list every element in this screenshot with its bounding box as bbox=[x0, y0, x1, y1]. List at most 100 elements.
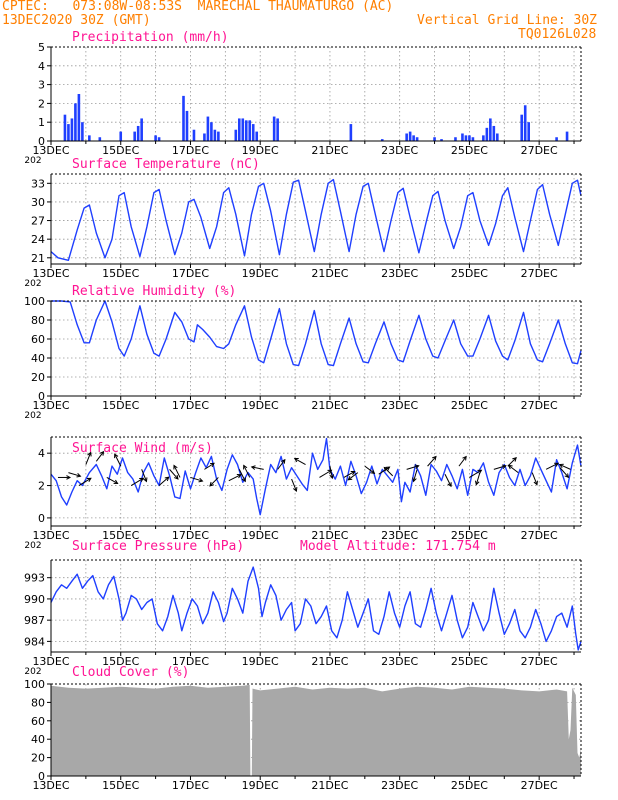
x-tick-label: 17DEC bbox=[172, 267, 209, 280]
wind-arrow bbox=[238, 469, 246, 482]
x-tick-label: 17DEC bbox=[172, 144, 209, 157]
wind-arrow bbox=[251, 466, 264, 470]
wind-arrow-head bbox=[209, 462, 215, 468]
wind-arrow bbox=[190, 476, 203, 482]
y-tick-label: 80 bbox=[31, 696, 45, 709]
wind-arrow-head bbox=[292, 487, 298, 493]
precip-bar bbox=[276, 118, 279, 141]
precip-bar bbox=[380, 139, 384, 141]
x-tick-label: 15DEC bbox=[102, 267, 139, 280]
wind-arrow-head bbox=[370, 469, 376, 474]
x-tick-label: 25DEC bbox=[451, 267, 488, 280]
wind-arrow-head bbox=[174, 474, 179, 480]
x-tick-label: 27DEC bbox=[521, 144, 558, 157]
wind-arrow-head bbox=[99, 450, 105, 456]
y-tick-label: 80 bbox=[31, 314, 45, 327]
x-tick-label: 21DEC bbox=[311, 144, 348, 157]
wind-arrow bbox=[475, 472, 481, 485]
wind-arrow bbox=[106, 477, 118, 484]
x-tick-label: 23DEC bbox=[381, 267, 418, 280]
wind-arrow bbox=[329, 466, 333, 479]
year-label: 202 bbox=[24, 541, 41, 551]
precip-bar bbox=[140, 118, 143, 141]
y-tick-label: 33 bbox=[31, 177, 45, 190]
precip-bar bbox=[555, 137, 558, 141]
wind-arrow-head bbox=[474, 480, 480, 486]
y-tick-label: 1 bbox=[38, 116, 45, 129]
x-tick-label: 19DEC bbox=[242, 779, 279, 792]
wind-arrow-head bbox=[164, 476, 170, 482]
y-tick-label: 993 bbox=[24, 572, 45, 585]
x-tick-label: 25DEC bbox=[451, 399, 488, 412]
header-grid-note: Vertical Grid Line: 30Z bbox=[417, 13, 598, 28]
year-label: 202 bbox=[24, 156, 41, 166]
precip-bar bbox=[468, 135, 471, 141]
precip-bar bbox=[77, 94, 81, 141]
wind-arrow-head bbox=[114, 453, 119, 459]
y-tick-label: 4 bbox=[38, 60, 45, 73]
precip-bar bbox=[133, 131, 136, 141]
precip-bar bbox=[349, 124, 353, 141]
wind-arrow-head bbox=[462, 455, 467, 461]
y-tick-label: 4 bbox=[38, 447, 45, 460]
wind-arrow-head bbox=[512, 456, 517, 462]
wind-arrow-head bbox=[327, 469, 333, 474]
x-tick-label: 17DEC bbox=[172, 779, 209, 792]
wind-arrow-head bbox=[385, 466, 391, 471]
precip-bar bbox=[182, 95, 185, 141]
x-tick-label: 19DEC bbox=[242, 655, 279, 668]
x-tick-label: 19DEC bbox=[242, 399, 279, 412]
y-tick-label: 2 bbox=[38, 480, 45, 493]
y-tick-label: 5 bbox=[38, 41, 45, 54]
y-tick-label: 21 bbox=[31, 252, 45, 265]
precip-bar bbox=[440, 139, 443, 141]
wind-arrow bbox=[458, 456, 467, 467]
precip-bar bbox=[461, 133, 464, 141]
wind-arrow-head bbox=[447, 482, 452, 488]
wind-arrow bbox=[294, 458, 306, 465]
precip-bar bbox=[70, 118, 74, 141]
x-tick-label: 23DEC bbox=[381, 399, 418, 412]
wind-arrow bbox=[364, 465, 375, 474]
x-tick-label: 15DEC bbox=[102, 399, 139, 412]
panel-title: Surface Temperature (nC) bbox=[72, 157, 260, 172]
y-tick-label: 2 bbox=[38, 97, 45, 110]
precip-bar bbox=[88, 135, 91, 141]
x-tick-label: 27DEC bbox=[521, 267, 558, 280]
wind-arrow-head bbox=[250, 465, 256, 470]
precip-bar bbox=[251, 124, 255, 141]
precip-bar bbox=[192, 129, 196, 141]
precip-bar bbox=[415, 137, 419, 141]
x-tick-label: 25DEC bbox=[451, 655, 488, 668]
wind-arrow-head bbox=[477, 469, 483, 474]
x-tick-label: 13DEC bbox=[32, 779, 69, 792]
x-tick-label: 23DEC bbox=[381, 655, 418, 668]
precip-bar bbox=[255, 131, 259, 141]
wind-arrow-head bbox=[414, 464, 420, 469]
wind-arrow bbox=[559, 464, 571, 470]
wind-arrow bbox=[204, 462, 215, 470]
wind-arrow bbox=[347, 472, 359, 481]
x-tick-label: 19DEC bbox=[242, 529, 279, 542]
precip-bar bbox=[489, 118, 492, 141]
x-tick-label: 13DEC bbox=[32, 529, 69, 542]
wind-arrow bbox=[130, 477, 144, 486]
precip-bar bbox=[520, 114, 524, 141]
wind-arrow bbox=[469, 469, 482, 478]
y-tick-label: 40 bbox=[31, 352, 45, 365]
y-tick-label: 20 bbox=[31, 752, 45, 765]
wind-arrow-head bbox=[412, 477, 417, 483]
wind-arrow-head bbox=[558, 463, 564, 469]
x-tick-label: 17DEC bbox=[172, 655, 209, 668]
wind-arrow-head bbox=[66, 475, 72, 480]
wind-arrow-head bbox=[113, 479, 119, 484]
y-tick-label: 3 bbox=[38, 79, 45, 92]
wind-arrow bbox=[507, 457, 517, 467]
precip-bar bbox=[405, 133, 408, 141]
precip-bar bbox=[67, 124, 70, 141]
x-tick-label: 27DEC bbox=[521, 655, 558, 668]
wind-arrow bbox=[141, 469, 147, 482]
precip-bar bbox=[234, 129, 238, 141]
y-tick-label: 0 bbox=[38, 770, 45, 783]
series-line bbox=[50, 437, 582, 516]
